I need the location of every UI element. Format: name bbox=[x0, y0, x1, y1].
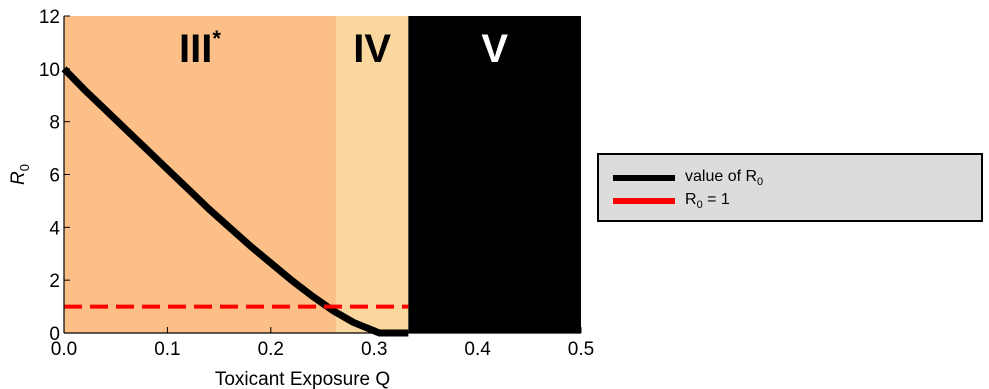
chart-legend: value of R0 R0 = 1 bbox=[597, 153, 983, 222]
y-tick-label-6: 12 bbox=[39, 7, 60, 28]
region-label-2: V bbox=[481, 27, 508, 71]
series-layer bbox=[61, 66, 409, 337]
x-tick-label-3: 0.3 bbox=[361, 339, 387, 360]
y-tick-label-1: 2 bbox=[49, 271, 60, 292]
x-tick-label-0: 0.0 bbox=[51, 339, 77, 360]
region-labels: III* IV V bbox=[179, 26, 508, 71]
y-tick-label-5: 10 bbox=[39, 60, 60, 81]
axes: 0.0 0.1 0.2 0.3 0.4 0.5 0 2 4 6 8 10 12 Toxicant Expo… bbox=[8, 7, 594, 389]
y-tick-label-3: 6 bbox=[49, 166, 60, 187]
x-axis-title: Toxicant Exposure Q bbox=[215, 369, 390, 389]
x-tick-label-2: 0.2 bbox=[258, 339, 284, 360]
region-label-1: IV bbox=[353, 27, 391, 71]
legend-label-r0-threshold: R0 = 1 bbox=[685, 190, 730, 212]
y-tick-label-2: 4 bbox=[49, 218, 60, 239]
x-tick-label-1: 0.1 bbox=[154, 339, 180, 360]
region-band-1 bbox=[335, 16, 409, 333]
legend-swatch-black bbox=[613, 175, 675, 181]
series-line-0 bbox=[61, 66, 409, 337]
legend-item-r0-value: value of R0 bbox=[613, 167, 763, 189]
x-tick-label-5: 0.5 bbox=[568, 339, 594, 360]
legend-label-r0-value: value of R0 bbox=[685, 167, 764, 189]
region-band-2 bbox=[408, 16, 581, 333]
legend-item-r0-threshold: R0 = 1 bbox=[613, 190, 730, 212]
region-label-0: III* bbox=[179, 26, 221, 71]
y-axis-title: R0 bbox=[8, 164, 32, 185]
y-tick-label-0: 0 bbox=[49, 324, 60, 345]
x-tick-label-4: 0.4 bbox=[464, 339, 491, 360]
y-tick-label-4: 8 bbox=[49, 113, 60, 134]
legend-swatch-red bbox=[613, 198, 675, 204]
exposure-regions bbox=[64, 16, 581, 333]
